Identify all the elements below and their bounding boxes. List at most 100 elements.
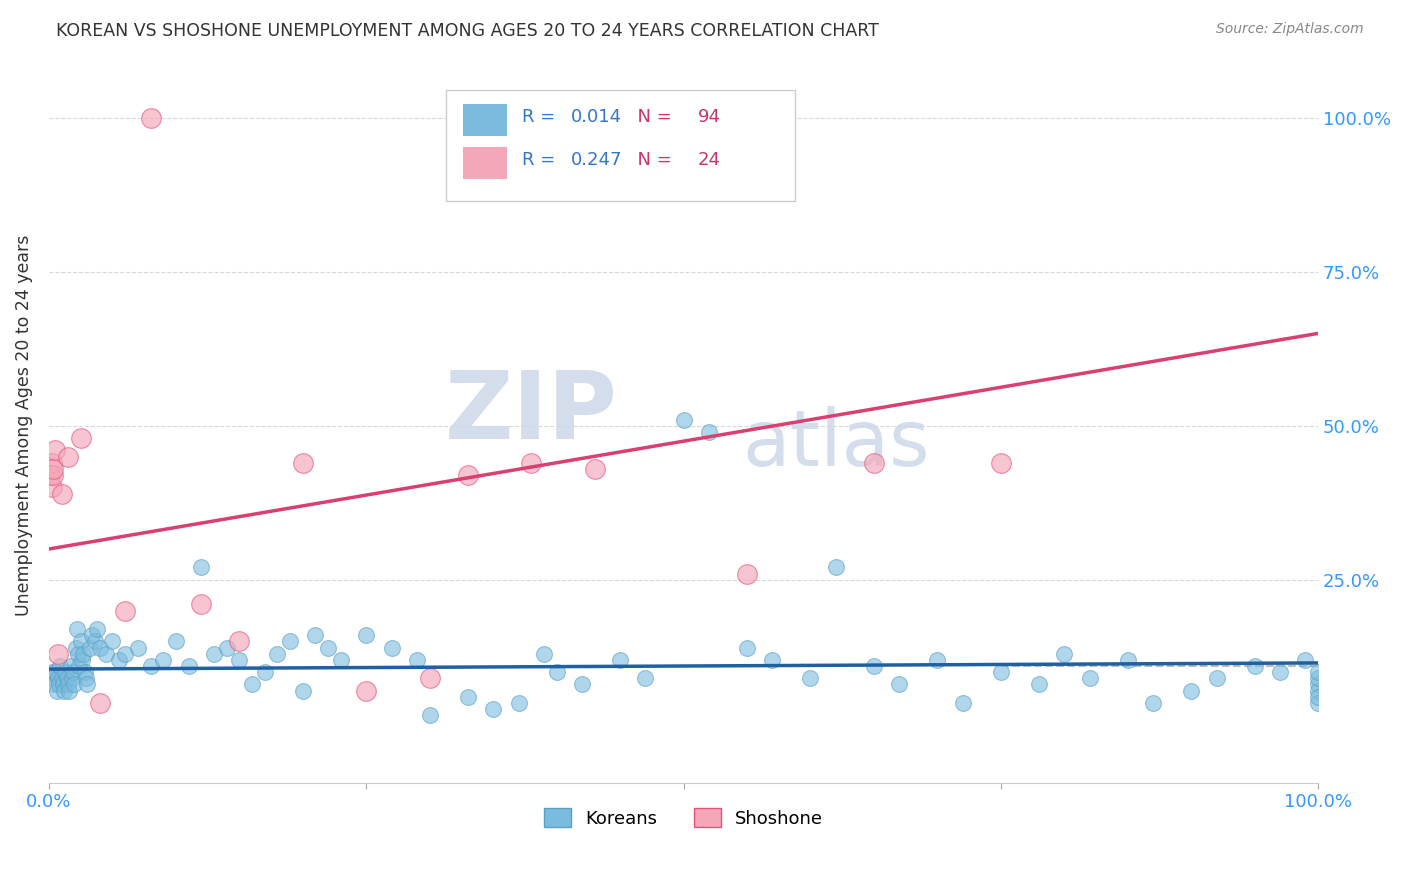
Point xyxy=(1308,690,1330,704)
Point xyxy=(49,659,72,673)
Text: atlas: atlas xyxy=(742,406,929,483)
Point xyxy=(457,468,479,483)
Point xyxy=(1308,671,1330,685)
Point xyxy=(70,653,93,667)
Text: R =: R = xyxy=(523,151,561,169)
Point xyxy=(42,468,65,483)
Point xyxy=(533,647,555,661)
Point xyxy=(59,659,82,673)
Point xyxy=(42,671,65,685)
Point xyxy=(278,634,301,648)
Point xyxy=(165,634,187,648)
Point xyxy=(101,634,124,648)
Point xyxy=(316,640,339,655)
Point xyxy=(86,622,108,636)
Point xyxy=(406,653,429,667)
Point xyxy=(69,431,91,445)
Text: 94: 94 xyxy=(697,108,720,126)
Point xyxy=(89,640,111,655)
Point xyxy=(1294,653,1316,667)
Point xyxy=(291,683,314,698)
Point xyxy=(508,696,530,710)
Point xyxy=(55,665,77,680)
Point xyxy=(72,647,94,661)
Point xyxy=(75,671,97,685)
Point xyxy=(215,640,238,655)
Point xyxy=(1205,671,1227,685)
Point xyxy=(253,665,276,680)
Point xyxy=(62,665,84,680)
Point xyxy=(735,566,758,581)
Point xyxy=(927,653,949,667)
Point xyxy=(609,653,631,667)
Point xyxy=(190,560,212,574)
Point xyxy=(46,647,69,661)
Point xyxy=(44,443,66,458)
Point xyxy=(291,456,314,470)
Point xyxy=(1243,659,1265,673)
Point xyxy=(41,665,63,680)
FancyBboxPatch shape xyxy=(446,90,796,201)
Point xyxy=(56,450,79,464)
Point xyxy=(634,671,657,685)
Point xyxy=(356,683,378,698)
Point xyxy=(67,647,90,661)
Point xyxy=(761,653,783,667)
Point xyxy=(52,677,75,691)
Point xyxy=(228,634,250,648)
Point xyxy=(482,702,505,716)
Point xyxy=(60,671,83,685)
Point xyxy=(58,683,80,698)
Point xyxy=(419,671,441,685)
Point xyxy=(73,665,96,680)
Point xyxy=(46,671,69,685)
Text: Source: ZipAtlas.com: Source: ZipAtlas.com xyxy=(1216,22,1364,37)
Point xyxy=(114,647,136,661)
Point xyxy=(1028,677,1050,691)
Point xyxy=(1078,671,1101,685)
Point xyxy=(329,653,352,667)
Point xyxy=(1180,683,1202,698)
Point xyxy=(583,462,606,476)
Text: 0.247: 0.247 xyxy=(571,151,621,169)
Point xyxy=(1308,665,1330,680)
Point xyxy=(51,486,73,500)
Point xyxy=(1116,653,1139,667)
Point xyxy=(56,677,79,691)
Text: 24: 24 xyxy=(697,151,720,169)
Point xyxy=(1053,647,1076,661)
Point xyxy=(419,708,441,723)
Point xyxy=(190,598,212,612)
Point xyxy=(240,677,263,691)
Point xyxy=(79,640,101,655)
Point xyxy=(67,659,90,673)
Point xyxy=(55,671,77,685)
Point xyxy=(51,671,73,685)
Point xyxy=(304,628,326,642)
Point xyxy=(76,677,98,691)
Point xyxy=(735,640,758,655)
Text: R =: R = xyxy=(523,108,561,126)
Point xyxy=(53,683,76,698)
Bar xyxy=(463,147,508,179)
Point xyxy=(697,425,720,439)
Point xyxy=(990,456,1012,470)
Point xyxy=(824,560,846,574)
Point xyxy=(457,690,479,704)
Bar xyxy=(463,104,508,136)
Point xyxy=(39,468,62,483)
Point xyxy=(863,659,886,673)
Text: KOREAN VS SHOSHONE UNEMPLOYMENT AMONG AGES 20 TO 24 YEARS CORRELATION CHART: KOREAN VS SHOSHONE UNEMPLOYMENT AMONG AG… xyxy=(56,22,879,40)
Point xyxy=(139,659,162,673)
Point xyxy=(799,671,821,685)
Point xyxy=(65,640,87,655)
Point xyxy=(114,604,136,618)
Point xyxy=(381,640,404,655)
Point xyxy=(520,456,543,470)
Point xyxy=(1308,696,1330,710)
Point xyxy=(1268,665,1291,680)
Point xyxy=(127,640,149,655)
Point xyxy=(41,480,63,494)
Text: N =: N = xyxy=(627,108,678,126)
Text: 0.014: 0.014 xyxy=(571,108,621,126)
